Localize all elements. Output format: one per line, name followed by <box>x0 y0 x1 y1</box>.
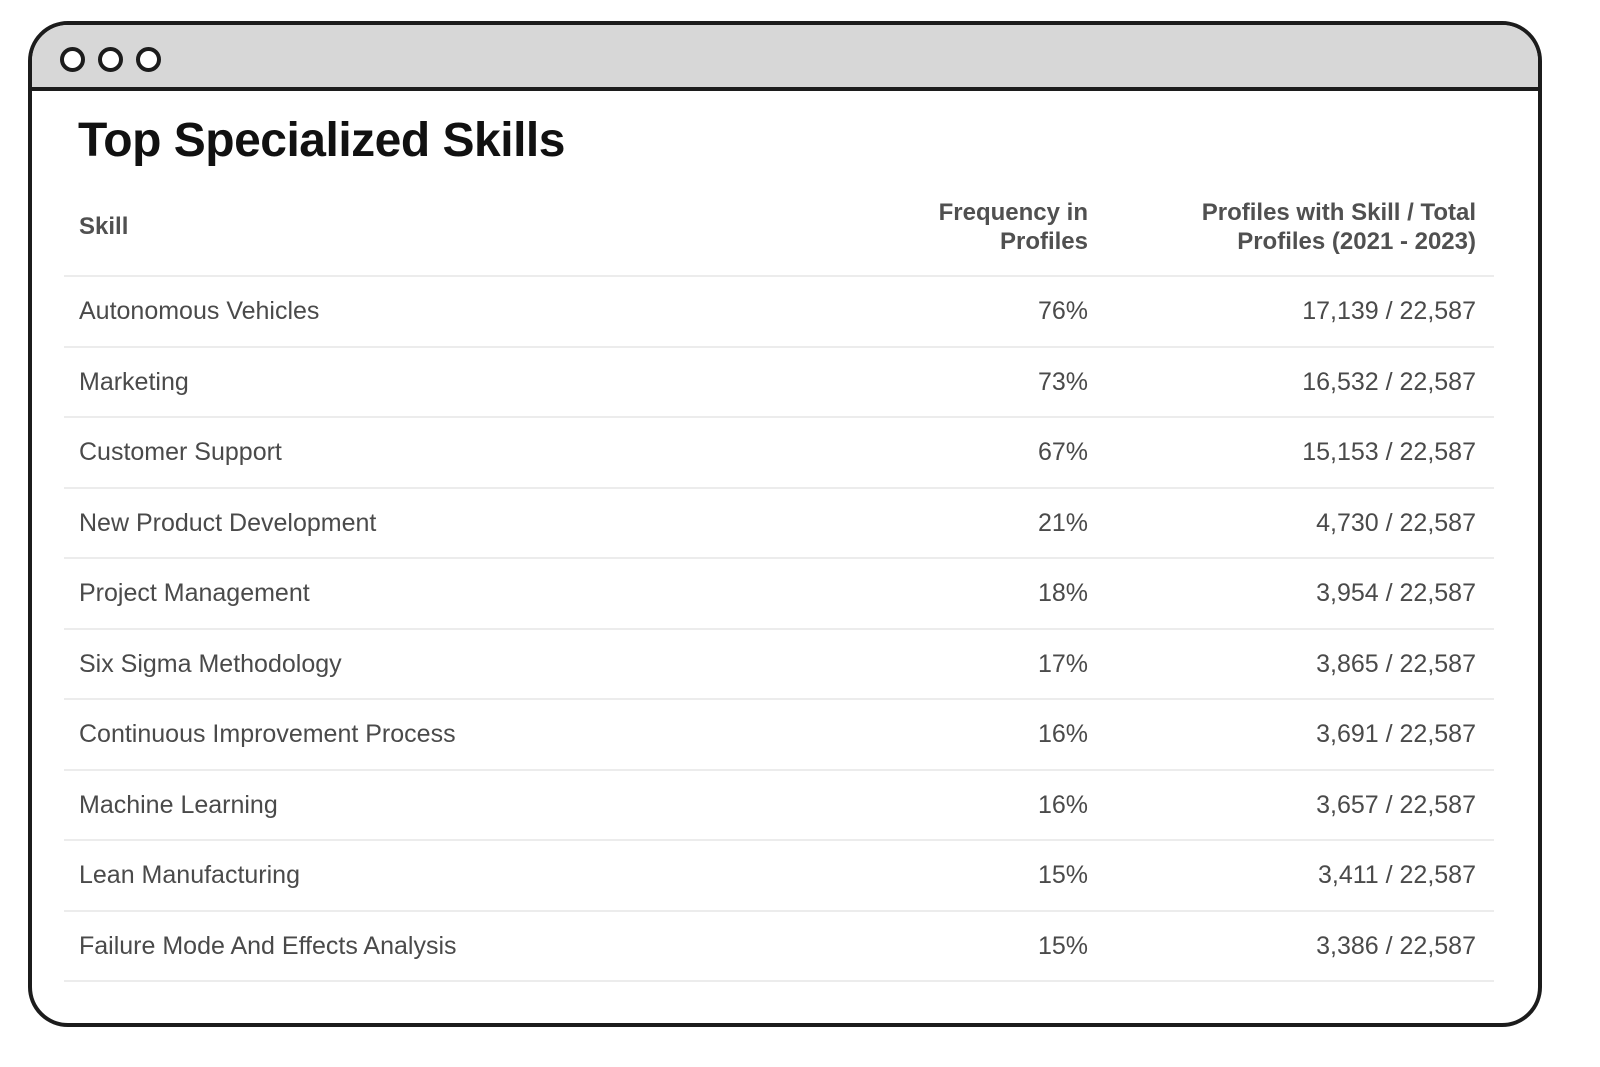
frequency-cell: 16% <box>1037 720 1088 748</box>
browser-window: Top Specialized Skills Skill Frequency i… <box>28 21 1542 1027</box>
table-row: Lean Manufacturing 15% 3,411 / 22,587 <box>64 841 1494 912</box>
frequency-cell: 18% <box>1037 579 1088 607</box>
table-row: Failure Mode And Effects Analysis 15% 3,… <box>64 912 1494 982</box>
table-header: Skill Frequency in Profiles Profiles wit… <box>64 199 1494 277</box>
profiles-cell: 15,153 / 22,587 <box>1302 438 1476 466</box>
frequency-cell: 15% <box>1037 861 1088 889</box>
table-row: Continuous Improvement Process 16% 3,691… <box>64 700 1494 771</box>
table-row: Autonomous Vehicles 76% 17,139 / 22,587 <box>64 277 1494 348</box>
column-header-frequency: Frequency in Profiles <box>938 199 1088 255</box>
table-row: Customer Support 67% 15,153 / 22,587 <box>64 418 1494 489</box>
skill-cell: Autonomous Vehicles <box>79 297 320 325</box>
table-row: Marketing 73% 16,532 / 22,587 <box>64 348 1494 418</box>
column-header-skill: Skill <box>79 213 129 240</box>
window-minimize-dot-icon[interactable] <box>98 47 123 72</box>
table-row: New Product Development 21% 4,730 / 22,5… <box>64 489 1494 559</box>
page-title: Top Specialized Skills <box>78 114 565 167</box>
profiles-cell: 3,865 / 22,587 <box>1316 649 1476 678</box>
profiles-cell: 3,411 / 22,587 <box>1317 861 1476 889</box>
window-maximize-dot-icon[interactable] <box>136 47 161 72</box>
profiles-cell: 17,139 / 22,587 <box>1302 297 1476 325</box>
table-row: Six Sigma Methodology 17% 3,865 / 22,587 <box>64 630 1494 700</box>
frequency-cell: 73% <box>1037 367 1088 396</box>
skill-cell: Customer Support <box>79 438 282 466</box>
profiles-cell: 3,657 / 22,587 <box>1316 790 1476 819</box>
skill-cell: Project Management <box>79 579 310 607</box>
table-row: Machine Learning 16% 3,657 / 22,587 <box>64 771 1494 841</box>
frequency-cell: 17% <box>1037 649 1088 678</box>
window-titlebar <box>32 25 1538 91</box>
profiles-cell: 4,730 / 22,587 <box>1316 508 1476 537</box>
skill-cell: Machine Learning <box>79 790 278 819</box>
skill-cell: Lean Manufacturing <box>79 861 300 889</box>
frequency-cell: 21% <box>1037 508 1088 537</box>
skill-cell: Marketing <box>79 367 189 396</box>
profiles-cell: 3,954 / 22,587 <box>1316 579 1476 607</box>
frequency-cell: 16% <box>1037 790 1088 819</box>
profiles-cell: 16,532 / 22,587 <box>1302 367 1476 396</box>
frequency-cell: 15% <box>1037 931 1088 960</box>
table-row: Project Management 18% 3,954 / 22,587 <box>64 559 1494 630</box>
skill-cell: Failure Mode And Effects Analysis <box>79 931 457 960</box>
frequency-cell: 76% <box>1037 297 1088 325</box>
frequency-cell: 67% <box>1037 438 1088 466</box>
skill-cell: New Product Development <box>79 508 377 537</box>
column-header-profiles: Profiles with Skill / Total Profiles (20… <box>1201 199 1476 255</box>
skills-table: Skill Frequency in Profiles Profiles wit… <box>64 199 1494 982</box>
window-close-dot-icon[interactable] <box>60 47 85 72</box>
profiles-cell: 3,386 / 22,587 <box>1316 931 1476 960</box>
skill-cell: Continuous Improvement Process <box>79 720 456 748</box>
skill-cell: Six Sigma Methodology <box>79 649 342 678</box>
profiles-cell: 3,691 / 22,587 <box>1316 720 1476 748</box>
